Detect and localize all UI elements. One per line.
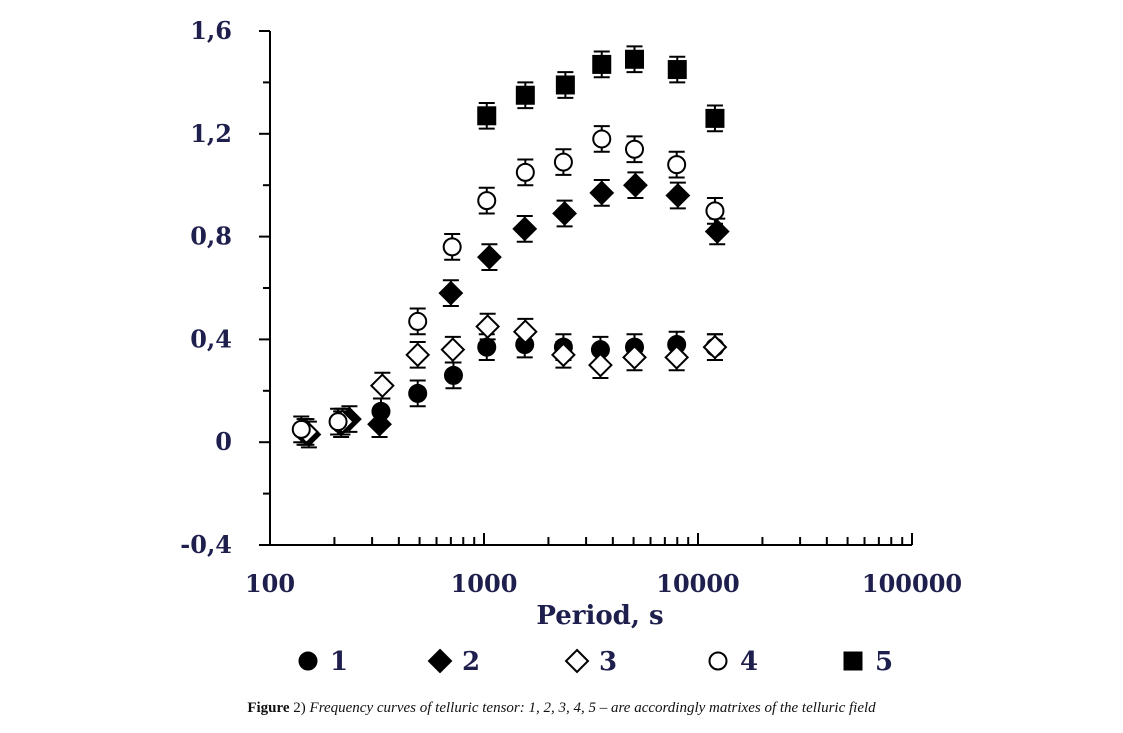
data-point <box>291 419 311 439</box>
legend-marker <box>427 648 453 674</box>
data-point <box>588 352 613 378</box>
legend-label: 1 <box>330 647 348 677</box>
y-tick-label: 1,6 <box>190 16 232 45</box>
data-point <box>477 106 497 126</box>
data-point <box>552 201 578 226</box>
caption-text: Frequency curves of telluric tensor: 1, … <box>305 700 876 716</box>
data-point <box>664 344 690 370</box>
x-tick-label: 10000 <box>656 569 740 598</box>
caption-number: 2) <box>289 700 306 716</box>
legend-marker <box>298 651 318 671</box>
data-point <box>408 311 428 331</box>
data-point <box>667 60 687 80</box>
legend-label: 3 <box>599 647 617 677</box>
data-point <box>589 180 615 206</box>
data-point <box>515 85 535 105</box>
x-tick-label: 100000 <box>862 569 962 598</box>
y-axis-ticks: 1,6 1,2 0,8 0,4 0 -0,4 <box>180 16 270 559</box>
data-point <box>512 319 538 345</box>
y-tick-label: 0 <box>215 427 232 456</box>
series-5 <box>477 45 725 133</box>
legend: 1 2 3 4 5 <box>298 647 893 677</box>
legend-label: 5 <box>875 647 893 677</box>
data-point <box>702 334 728 360</box>
x-axis-ticks: 100 1000 10000 100000 <box>245 533 962 598</box>
data-point <box>705 201 725 221</box>
data-point <box>515 162 535 182</box>
data-point <box>592 129 612 149</box>
data-point <box>477 244 502 270</box>
data-point <box>667 155 687 175</box>
x-tick-label: 1000 <box>451 569 518 598</box>
data-point <box>625 49 645 69</box>
data-point <box>477 337 497 357</box>
legend-label: 4 <box>740 647 758 677</box>
data-point <box>592 54 612 74</box>
scatter-chart: 1,6 1,2 0,8 0,4 0 -0,4 100 1000 10000 100000 Per… <box>180 16 962 677</box>
data-point <box>442 237 462 257</box>
data-point <box>623 172 648 198</box>
data-point <box>477 191 497 211</box>
x-axis-title: Period, s <box>536 601 663 631</box>
legend-marker <box>843 651 863 671</box>
legend-item-1: 1 <box>298 647 348 677</box>
legend-item-5: 5 <box>843 647 893 677</box>
series-3 <box>294 312 728 446</box>
data-point <box>405 342 431 368</box>
data-point <box>625 139 645 159</box>
data-point <box>553 152 573 172</box>
data-point <box>369 373 395 399</box>
legend-marker <box>564 648 590 674</box>
y-tick-label: 0,8 <box>190 222 232 251</box>
caption-label: Figure <box>247 700 290 716</box>
y-tick-label: 0,4 <box>190 324 232 353</box>
data-point <box>550 342 576 368</box>
data-point <box>555 75 575 95</box>
data-point <box>665 183 691 208</box>
data-point <box>408 383 428 403</box>
figure-caption: Figure 2) Frequency curves of telluric t… <box>0 700 1123 717</box>
x-tick-label: 100 <box>245 569 295 598</box>
data-point <box>475 314 501 339</box>
data-points <box>291 45 730 449</box>
data-point <box>704 219 730 244</box>
axes <box>269 31 912 546</box>
series-2 <box>296 171 730 449</box>
legend-item-2: 2 <box>427 647 480 677</box>
data-point <box>367 411 392 437</box>
legend-marker <box>708 651 728 671</box>
data-point <box>328 412 348 432</box>
data-point <box>705 108 725 128</box>
data-point <box>512 216 538 242</box>
data-point <box>622 344 647 370</box>
legend-label: 2 <box>462 647 480 677</box>
legend-item-3: 3 <box>564 647 617 677</box>
series-4 <box>291 125 725 444</box>
data-point <box>440 337 466 363</box>
data-point <box>443 365 463 385</box>
y-tick-label: -0,4 <box>180 530 232 559</box>
legend-item-4: 4 <box>708 647 758 677</box>
y-tick-label: 1,2 <box>190 119 232 148</box>
series-1 <box>295 330 725 446</box>
data-point <box>438 280 464 306</box>
